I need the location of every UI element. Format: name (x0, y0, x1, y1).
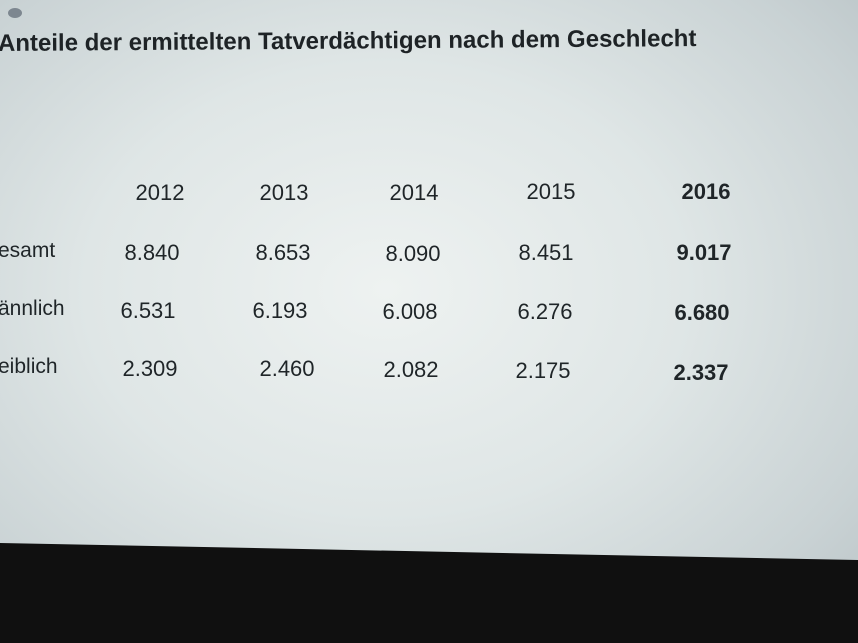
column-header: 2012 (135, 180, 185, 205)
table-cell: 8.840 (124, 240, 180, 265)
table-cell: 6.008 (382, 299, 438, 324)
table-cell: 6.276 (517, 299, 573, 324)
column-header: 2016 (681, 179, 731, 204)
table-cell: 2.082 (383, 357, 439, 382)
table-cell: 9.017 (676, 240, 732, 265)
table-cell: 2.337 (673, 360, 729, 385)
table-cell: 8.451 (518, 240, 574, 265)
table-cell: 8.653 (255, 240, 311, 265)
column-header: 2013 (259, 180, 309, 205)
slide-title: Anteile der ermittelten Tatverdächtigen … (0, 25, 697, 57)
row-label: eiblich (0, 355, 58, 378)
column-header: 2015 (526, 179, 576, 204)
column-header: 2014 (389, 180, 439, 205)
row-label: esamt (0, 239, 56, 262)
table-cell: 2.460 (259, 356, 315, 381)
table-cell: 6.531 (120, 298, 176, 323)
table-cell: 2.309 (122, 356, 178, 381)
row-label: ännlich (0, 297, 65, 320)
table-cell: 6.680 (674, 300, 730, 325)
table-cell: 8.090 (385, 241, 441, 266)
projector-spot (8, 8, 22, 18)
table-cell: 2.175 (515, 358, 571, 383)
table-cell: 6.193 (252, 298, 308, 323)
